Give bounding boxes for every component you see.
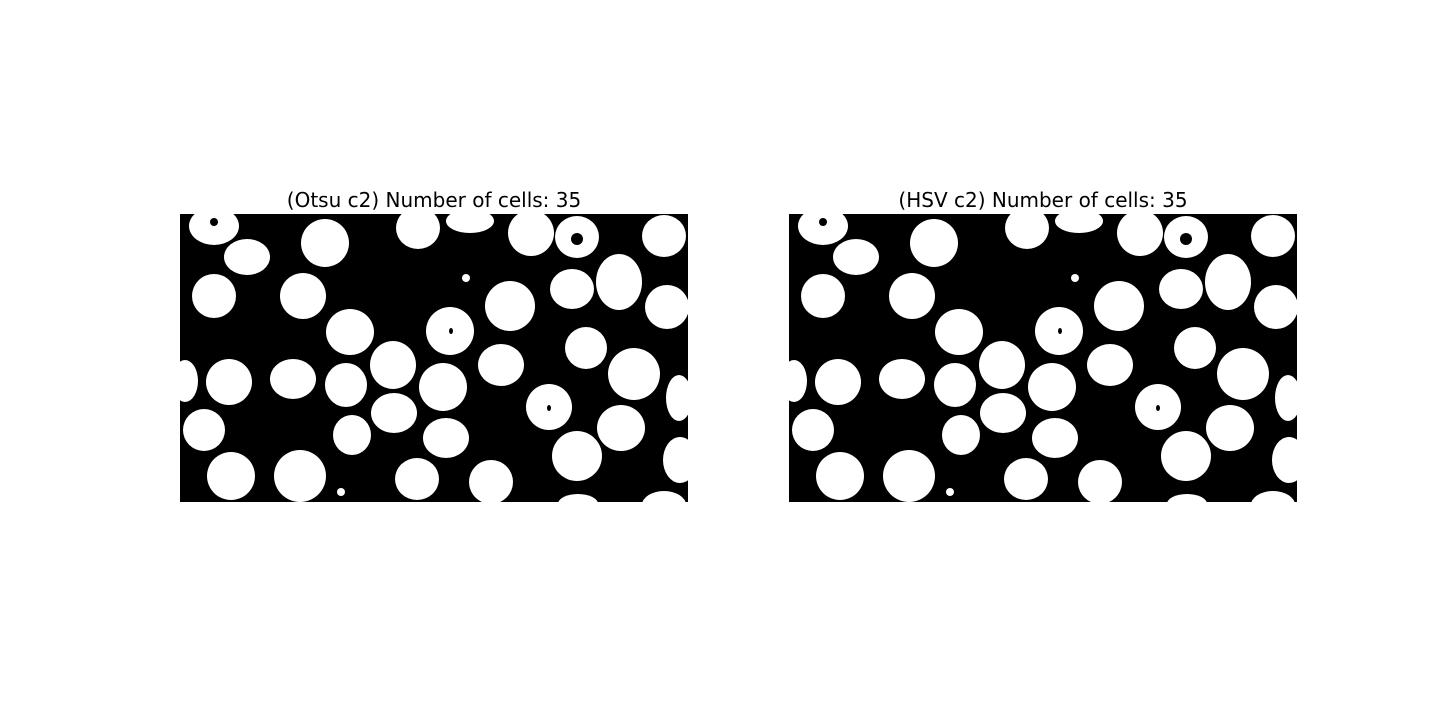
cell-blob — [301, 219, 349, 267]
cell-blob — [446, 214, 494, 233]
cell-blob — [642, 491, 686, 502]
cell-blob — [979, 341, 1025, 389]
cell-blob — [469, 460, 513, 502]
cell-blob — [1028, 363, 1076, 411]
cell-blob — [1174, 327, 1216, 369]
cell-blob — [183, 409, 225, 451]
hsv-segmentation-image — [789, 214, 1297, 502]
cell-blob — [980, 393, 1026, 433]
cell-blob — [274, 450, 326, 502]
cell-blob — [1055, 214, 1103, 233]
cell-hole — [210, 218, 218, 226]
cell-blob — [1117, 214, 1163, 256]
cell-blob — [552, 431, 602, 481]
cell-blob — [180, 360, 198, 402]
left-panel-title: (Otsu c2) Number of cells: 35 — [286, 188, 582, 212]
cell-hole — [819, 218, 827, 226]
cell-blob — [1004, 458, 1048, 500]
cell-blob — [935, 309, 983, 355]
cell-blob — [371, 393, 417, 433]
cell-blob — [189, 214, 239, 245]
cell-blob — [1078, 460, 1122, 502]
cell-blob — [934, 363, 976, 407]
cell-blob — [1032, 418, 1078, 458]
cell-blob — [879, 359, 925, 399]
cell-blob — [1254, 285, 1297, 329]
cell-blob — [801, 274, 845, 318]
cell-blob — [1071, 274, 1079, 282]
cell-hole — [449, 328, 453, 334]
cell-blob — [1205, 254, 1251, 310]
cell-blob — [889, 273, 935, 319]
cell-blob — [508, 214, 554, 256]
cell-blob — [1094, 281, 1144, 331]
cell-blob — [485, 281, 535, 331]
cell-blob — [666, 375, 688, 421]
cell-blob — [395, 458, 439, 500]
cell-blob — [423, 418, 469, 458]
cell-blob — [1087, 344, 1133, 386]
cell-blob — [224, 239, 270, 275]
cell-blob — [326, 309, 374, 355]
cell-blob — [337, 488, 345, 496]
otsu-segmentation-image — [180, 214, 688, 502]
cell-blob — [1159, 269, 1203, 309]
cell-blob — [333, 415, 371, 455]
cell-blob — [608, 348, 660, 400]
cell-blob — [565, 327, 607, 369]
cell-blob — [280, 273, 326, 319]
cell-blob — [1167, 494, 1207, 502]
cell-blob — [1251, 215, 1295, 257]
cell-blob — [792, 409, 834, 451]
cell-blob — [206, 359, 252, 405]
cell-blob — [798, 214, 848, 245]
cell-blob — [642, 215, 686, 257]
cell-blob — [1005, 214, 1049, 249]
cell-blob — [396, 214, 440, 249]
cell-blob — [1251, 491, 1295, 502]
cell-blob — [1217, 348, 1269, 400]
cell-blob — [462, 274, 470, 282]
cell-blob — [597, 405, 645, 451]
cell-blob — [1206, 405, 1254, 451]
cell-blob — [663, 437, 688, 483]
cell-blob — [815, 359, 861, 405]
cell-blob — [478, 344, 524, 386]
cell-blob — [816, 452, 864, 500]
cell-blob — [325, 363, 367, 407]
cell-blob — [550, 269, 594, 309]
cell-blob — [1275, 375, 1297, 421]
cell-blob — [192, 274, 236, 318]
cell-blob — [645, 285, 688, 329]
cell-blob — [596, 254, 642, 310]
cell-hole — [1156, 405, 1160, 411]
cell-blob — [419, 363, 467, 411]
cell-blob — [946, 488, 954, 496]
cell-blob — [558, 494, 598, 502]
cell-blob — [370, 341, 416, 389]
cell-hole — [547, 405, 551, 411]
cell-blob — [270, 359, 316, 399]
right-panel-title: (HSV c2) Number of cells: 35 — [898, 188, 1188, 212]
cell-blob — [883, 450, 935, 502]
hsv-cell-mask — [789, 214, 1297, 502]
cell-blob — [789, 360, 807, 402]
cell-blob — [1272, 437, 1297, 483]
cell-blob — [910, 219, 958, 267]
otsu-cell-mask — [180, 214, 688, 502]
cell-blob — [1161, 431, 1211, 481]
cell-hole — [1180, 233, 1192, 245]
cell-blob — [942, 415, 980, 455]
cell-hole — [1058, 328, 1062, 334]
cell-blob — [207, 452, 255, 500]
cell-blob — [833, 239, 879, 275]
cell-hole — [571, 233, 583, 245]
